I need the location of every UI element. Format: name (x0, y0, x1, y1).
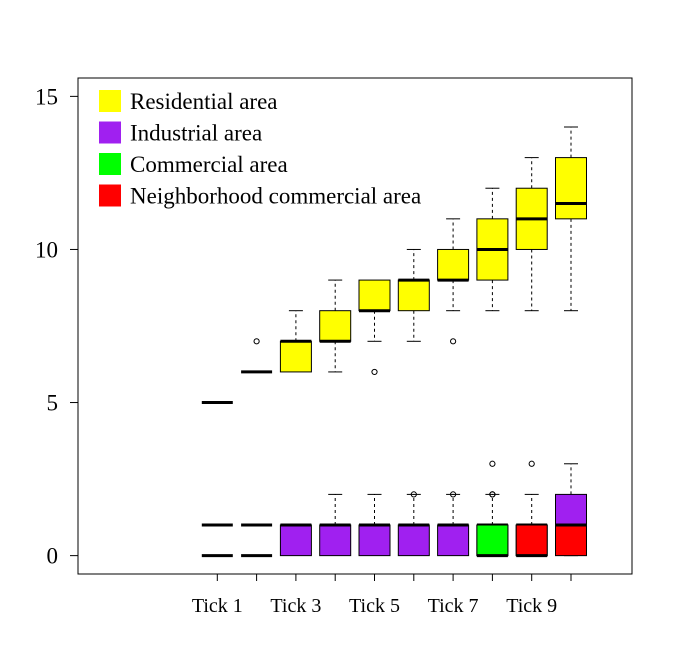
box (358, 493, 391, 557)
outlier-point (489, 460, 496, 467)
box (555, 126, 587, 312)
outlier-point (371, 368, 378, 376)
legend-swatch (99, 90, 121, 112)
box (437, 491, 470, 557)
outlier-point (410, 491, 417, 498)
legend-item: Residential area (99, 89, 278, 114)
x-tick-label: Tick 3 (270, 595, 321, 617)
box-body (397, 279, 430, 312)
box-body (555, 493, 587, 526)
x-tick-label: Tick 9 (506, 595, 557, 617)
box-body (358, 279, 391, 312)
box (279, 310, 312, 373)
x-tick-label: Tick 1 (192, 595, 243, 617)
legend-label: Industrial area (130, 121, 262, 146)
legend-swatch (99, 184, 121, 207)
box-body (279, 524, 312, 557)
box-body (555, 524, 587, 557)
box-body (319, 310, 352, 342)
box (358, 279, 391, 376)
outlier-point (450, 338, 457, 345)
y-tick-label: 0 (47, 544, 59, 569)
x-axis: Tick 1 Tick 3 Tick 5 Tick 7 Tick 9 (192, 573, 572, 617)
series-residential-area (201, 126, 587, 405)
box (319, 493, 352, 557)
x-tick-label: Tick 5 (349, 595, 400, 617)
box-body (397, 524, 430, 557)
box (279, 523, 312, 557)
box (515, 157, 548, 312)
y-tick-label: 15 (35, 84, 58, 109)
box (397, 248, 430, 342)
box-body (279, 340, 312, 373)
box (515, 524, 548, 558)
box-body (476, 524, 509, 557)
legend-swatch (99, 121, 121, 144)
box-body (358, 524, 391, 557)
y-tick-label: 10 (35, 237, 58, 262)
box (476, 460, 509, 558)
box-body (437, 248, 470, 281)
box-body (437, 524, 470, 557)
box (476, 187, 509, 312)
legend-label: Residential area (130, 89, 278, 114)
y-tick-label: 5 (47, 391, 59, 416)
legend-swatch (99, 153, 121, 175)
box (319, 279, 352, 373)
outlier-point (450, 491, 457, 498)
outlier-point (528, 460, 535, 467)
legend-label: Commercial area (130, 152, 288, 177)
outlier-point (253, 338, 260, 345)
box (397, 491, 430, 557)
legend-item: Commercial area (99, 152, 288, 177)
series-commercial-area (476, 460, 509, 558)
box (241, 338, 273, 374)
box-body (319, 524, 352, 557)
series-neighborhood-commercial-area (201, 523, 587, 558)
outlier-point (489, 491, 496, 498)
box-body (515, 524, 548, 557)
x-tick-label: Tick 7 (428, 595, 479, 617)
box-series-layer (201, 126, 587, 558)
legend-item: Industrial area (99, 121, 262, 146)
legend: Residential area Industrial area Commercia… (99, 89, 421, 209)
legend-item: Neighborhood commercial area (99, 184, 421, 209)
box (437, 218, 470, 345)
legend-label: Neighborhood commercial area (130, 184, 421, 209)
box-body (555, 157, 587, 220)
y-axis: 0 5 10 15 (35, 84, 79, 569)
box (555, 523, 587, 557)
